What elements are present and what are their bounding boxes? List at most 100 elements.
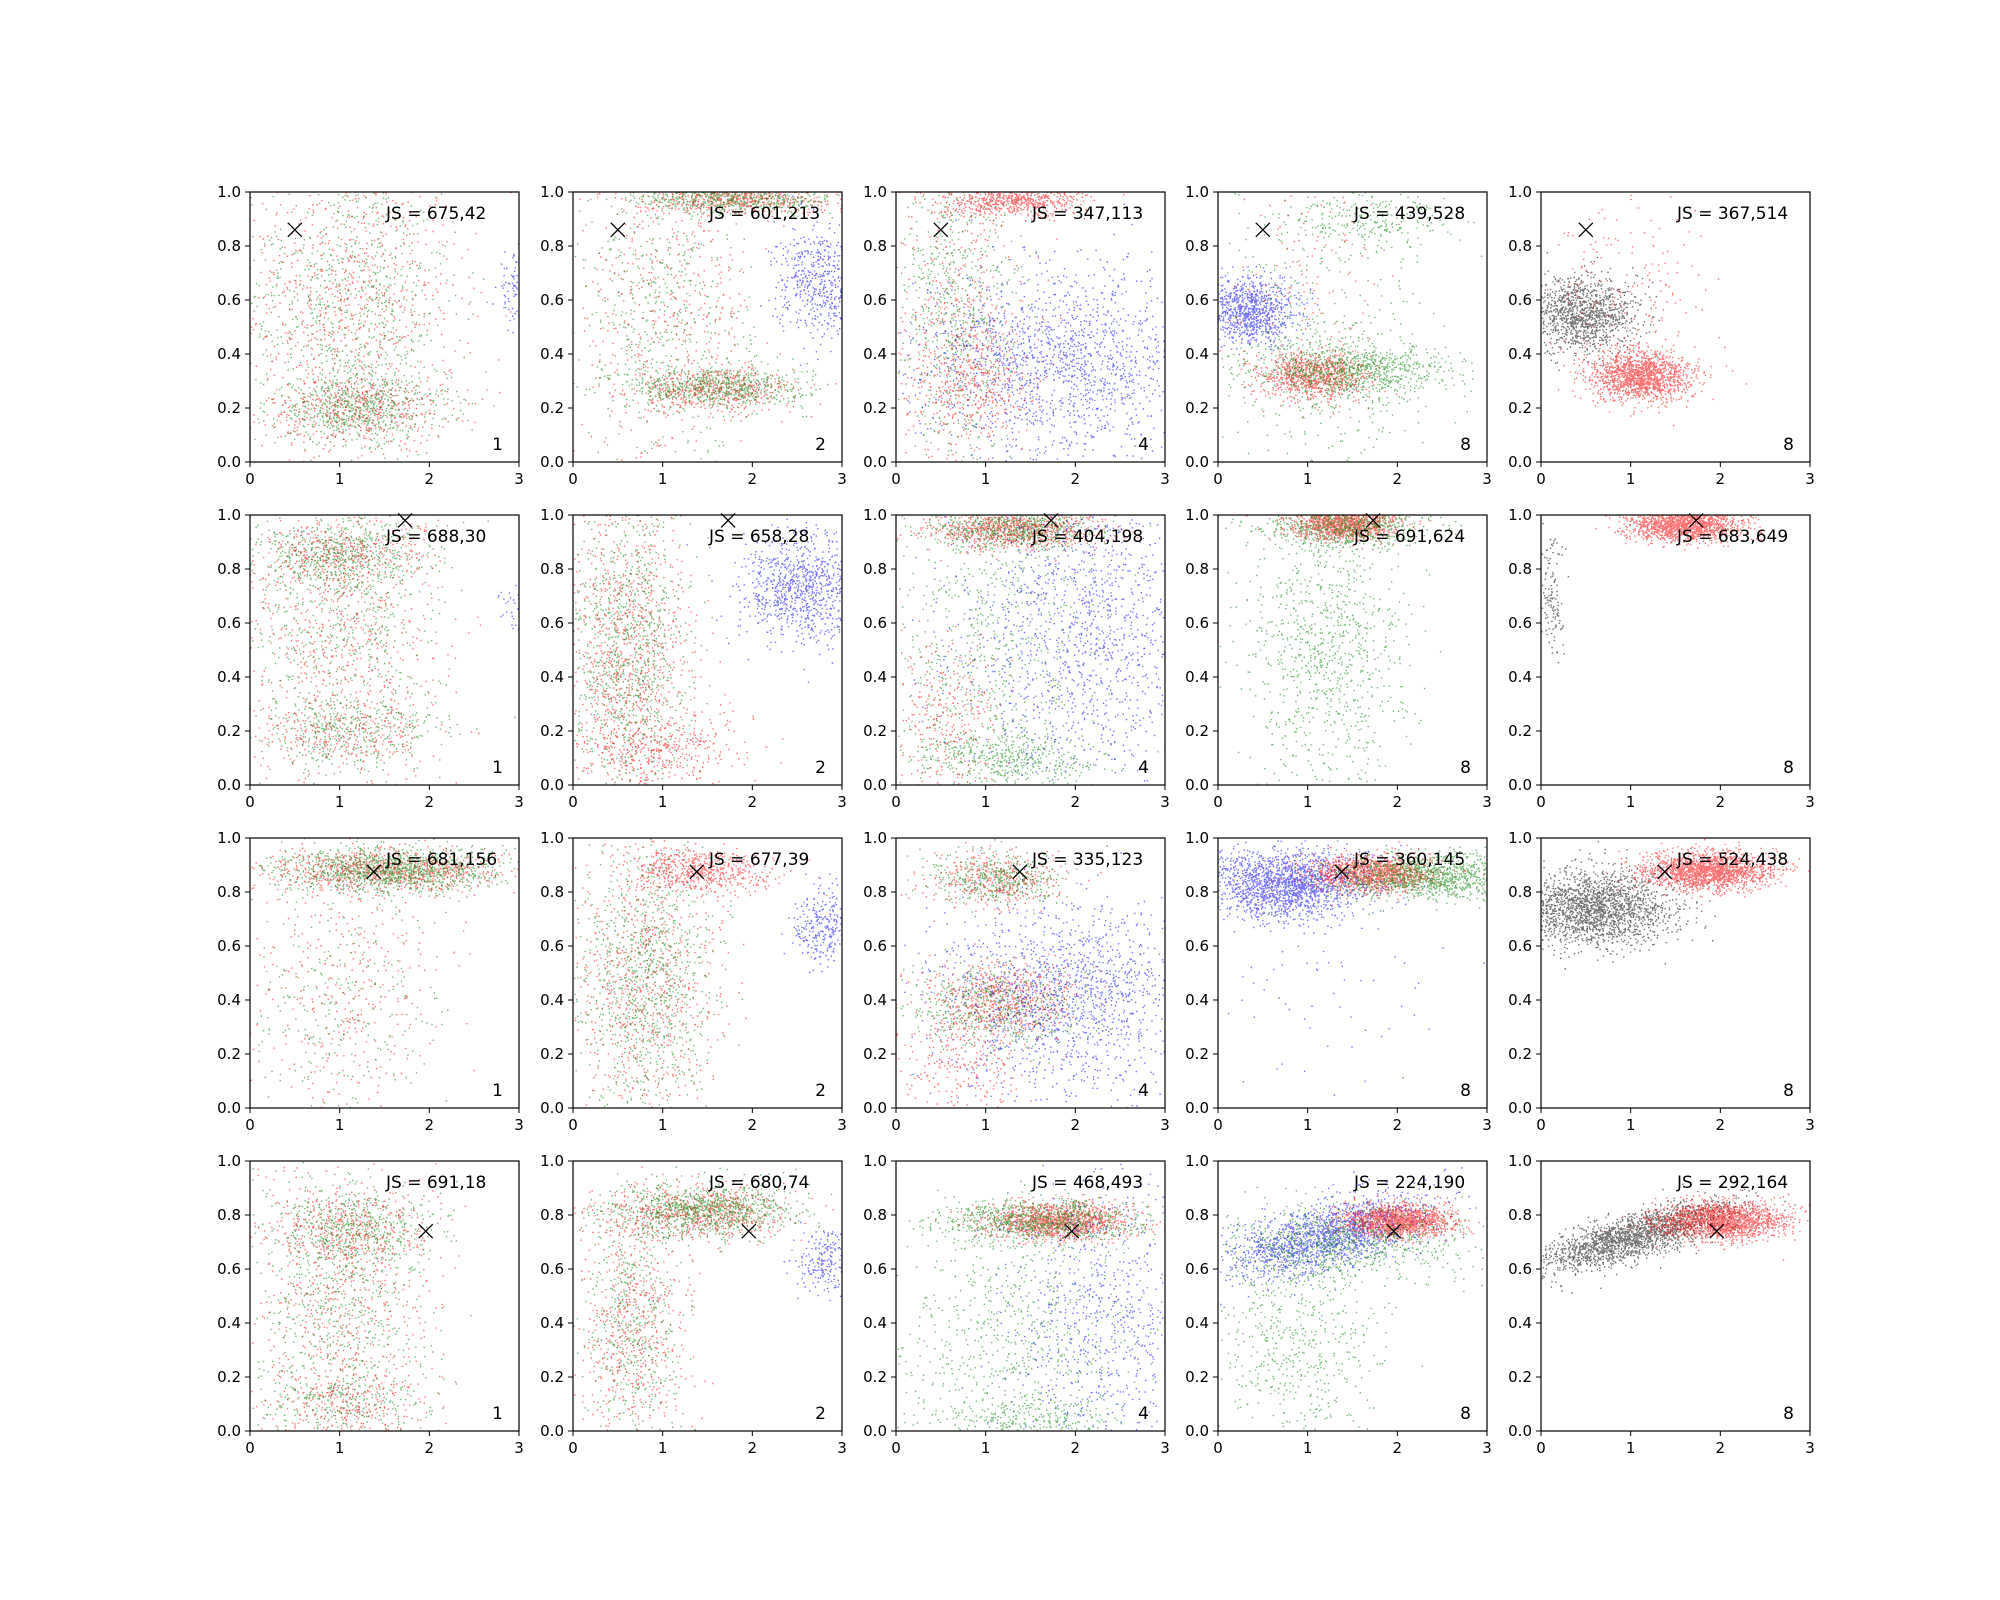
x-tick-label: 3 [514,1439,524,1457]
x-tick-label: 1 [981,470,991,488]
x-tick-label: 2 [748,1439,758,1457]
y-tick-label: 0.2 [1185,1368,1209,1386]
y-tick-label: 0.0 [1185,776,1209,794]
cluster-green [893,187,1056,467]
y-tick-label: 0.8 [217,237,241,255]
subplot-2-1: 0 1 2 30.00.20.40.60.81.0JS = 688,301 [217,506,524,811]
panel-number-label: 8 [1783,1081,1794,1101]
point-cloud [247,855,496,1112]
y-tick-label: 0.0 [540,453,564,471]
x-tick-label: 3 [514,470,524,488]
x-tick-label: 1 [1626,470,1636,488]
y-tick-label: 0.0 [1185,1422,1209,1440]
x-tick-label: 3 [1805,1439,1815,1457]
x-tick-label: 3 [1805,793,1815,811]
y-tick-label: 0.4 [540,991,564,1009]
js-label: JS = 524,438 [1676,850,1788,870]
point-cloud [572,351,829,418]
axes-frame [1541,515,1810,785]
panel-number-label: 1 [492,435,503,455]
y-tick-label: 0.6 [540,1260,564,1278]
js-label: JS = 439,528 [1353,204,1465,224]
cluster-blue [492,243,524,333]
x-tick-label: 0 [568,1116,578,1134]
x-tick-label: 3 [1160,793,1170,811]
x-tick-label: 2 [425,1116,435,1134]
x-tick-label: 1 [335,470,345,488]
y-tick-label: 0.2 [217,1045,241,1063]
panel-number-label: 8 [1460,1081,1471,1101]
point-cloud [569,834,743,1114]
x-tick-label: 2 [1071,1439,1081,1457]
point-cloud [248,1365,456,1438]
scatter-points [1214,187,1483,468]
y-tick-label: 0.4 [1508,345,1532,363]
js-label: JS = 677,39 [708,850,809,870]
y-tick-label: 0.4 [540,1314,564,1332]
subplot-2-2: 0 1 2 30.00.20.40.60.81.0JS = 658,282 [540,506,847,811]
scatter-points [246,187,525,469]
cluster-green [572,351,829,418]
y-tick-label: 0.6 [1185,1260,1209,1278]
cluster-blue [784,1222,848,1301]
panel-number-label: 8 [1460,435,1471,455]
y-tick-label: 1.0 [1508,1152,1532,1170]
cluster-green [898,1380,1122,1437]
cluster-green [569,187,801,467]
cluster-red [570,840,751,1115]
y-tick-label: 0.6 [863,937,887,955]
y-tick-label: 1.0 [217,183,241,201]
y-tick-label: 1.0 [1508,829,1532,847]
point-cloud [569,510,721,791]
x-tick-label: 1 [981,1116,991,1134]
scatter-points [892,510,1170,792]
y-tick-label: 1.0 [540,506,564,524]
y-tick-label: 0.2 [217,399,241,417]
cluster-red [895,187,1062,468]
y-tick-label: 0.6 [217,1260,241,1278]
point-cloud [254,1187,466,1281]
panel-number-label: 8 [1783,435,1794,455]
y-tick-label: 1.0 [863,829,887,847]
js-label: JS = 360,145 [1353,850,1465,870]
x-tick-label: 2 [1071,1116,1081,1134]
y-tick-label: 0.0 [863,453,887,471]
x-tick-label: 2 [425,1439,435,1457]
y-tick-label: 0.0 [217,453,241,471]
y-tick-label: 0.4 [1508,991,1532,1009]
cluster-red [254,1187,466,1281]
x-tick-label: 0 [1213,1439,1223,1457]
x-tick-label: 0 [891,1439,901,1457]
y-tick-label: 0.0 [1508,776,1532,794]
cluster-green [894,723,1166,788]
cluster-red [569,190,781,468]
marker-x [288,223,302,237]
js-label: JS = 347,113 [1031,204,1143,224]
panel-number-label: 8 [1783,758,1794,778]
point-cloud [1316,1193,1492,1246]
y-tick-label: 0.6 [863,1260,887,1278]
js-label: JS = 681,156 [385,850,497,870]
y-tick-label: 0.8 [540,883,564,901]
x-tick-label: 1 [658,1439,668,1457]
x-tick-label: 1 [1303,1439,1313,1457]
point-cloud [492,243,524,333]
y-tick-label: 0.0 [217,1099,241,1117]
cluster-green [569,834,743,1114]
y-tick-label: 0.4 [1185,1314,1209,1332]
js-label: JS = 658,28 [708,527,809,547]
point-cloud [898,1380,1122,1437]
cluster-blue [950,1158,1171,1436]
js-label: JS = 335,123 [1031,850,1143,870]
y-tick-label: 1.0 [1508,183,1532,201]
subplot-4-2: 0 1 2 30.00.20.40.60.81.0JS = 680,742 [540,1152,848,1457]
axes-frame [896,515,1165,785]
js-label: JS = 688,30 [385,527,486,547]
marker-x [419,1224,433,1238]
y-tick-label: 0.2 [217,1368,241,1386]
y-tick-label: 0.4 [863,345,887,363]
